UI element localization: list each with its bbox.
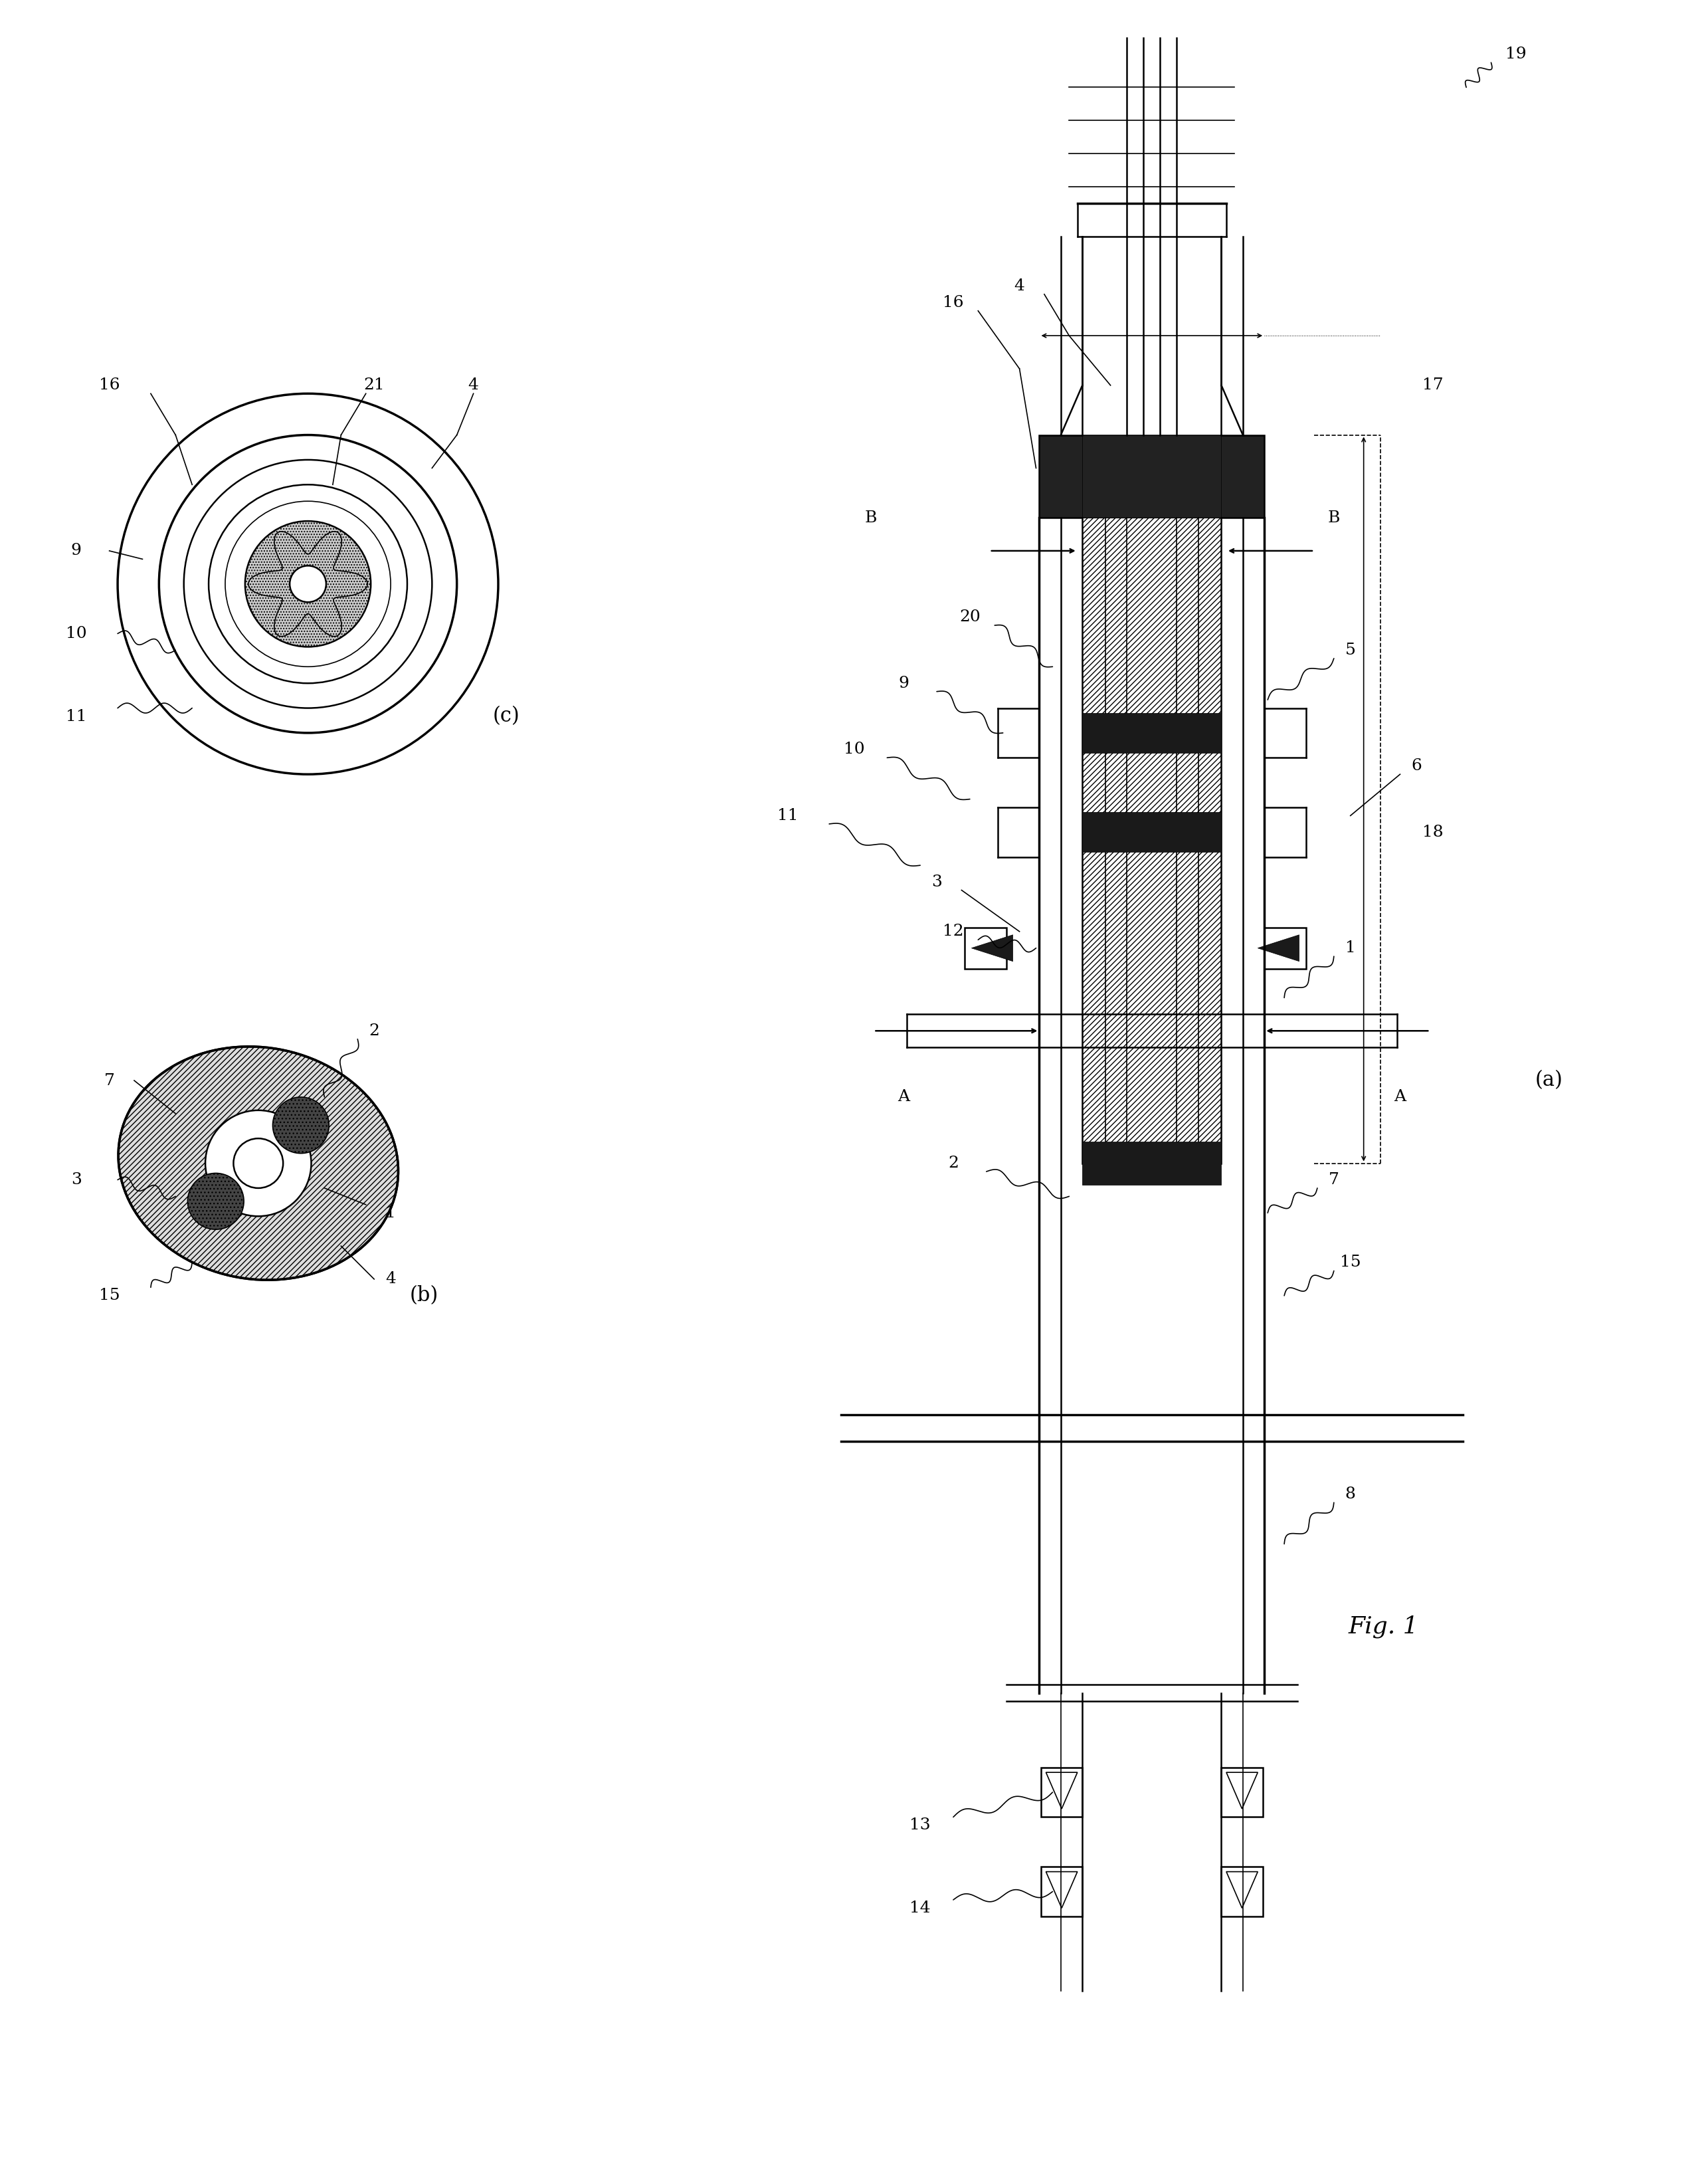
Polygon shape: [1264, 927, 1305, 968]
Text: 9: 9: [898, 676, 909, 692]
Text: 7: 7: [1329, 1171, 1339, 1186]
Polygon shape: [972, 936, 1013, 962]
Text: 7: 7: [104, 1072, 114, 1089]
Text: 4: 4: [386, 1271, 396, 1286]
Text: 17: 17: [1423, 378, 1443, 393]
Circle shape: [273, 1098, 330, 1154]
Text: 4: 4: [1015, 279, 1025, 294]
Text: A: A: [898, 1089, 910, 1104]
Text: 10: 10: [67, 627, 87, 642]
Text: 9: 9: [72, 542, 82, 558]
Text: 16: 16: [943, 294, 963, 311]
Polygon shape: [1226, 1772, 1257, 1809]
Text: 15: 15: [99, 1288, 120, 1303]
Text: B: B: [1327, 510, 1341, 525]
Text: B: B: [864, 510, 876, 525]
Text: 5: 5: [1346, 642, 1356, 657]
Polygon shape: [1083, 813, 1221, 851]
Text: 16: 16: [99, 378, 120, 393]
Polygon shape: [1083, 1141, 1221, 1184]
Text: 4: 4: [468, 378, 478, 393]
Circle shape: [205, 1111, 311, 1217]
Text: 11: 11: [777, 808, 798, 823]
Polygon shape: [1040, 434, 1264, 519]
Polygon shape: [1257, 936, 1300, 962]
Polygon shape: [1226, 1871, 1257, 1908]
Polygon shape: [1040, 1867, 1083, 1917]
Text: 3: 3: [931, 875, 943, 890]
Ellipse shape: [118, 1046, 398, 1279]
Text: 6: 6: [1411, 759, 1421, 774]
Text: 1: 1: [386, 1206, 396, 1221]
Polygon shape: [1083, 713, 1221, 752]
Text: 15: 15: [1339, 1256, 1361, 1271]
Text: 10: 10: [844, 741, 864, 756]
Polygon shape: [1083, 434, 1221, 519]
Text: 2: 2: [369, 1022, 379, 1039]
Text: 19: 19: [1505, 48, 1527, 63]
Circle shape: [244, 521, 371, 646]
Text: (b): (b): [410, 1286, 439, 1305]
Text: 13: 13: [910, 1817, 931, 1833]
Text: 18: 18: [1423, 826, 1443, 841]
Polygon shape: [965, 927, 1006, 968]
Polygon shape: [1083, 519, 1221, 1163]
Text: (c): (c): [494, 707, 519, 726]
Polygon shape: [1221, 1768, 1262, 1817]
Text: 21: 21: [364, 378, 384, 393]
Circle shape: [234, 1139, 284, 1189]
Text: A: A: [1394, 1089, 1406, 1104]
Text: Fig. 1: Fig. 1: [1348, 1614, 1419, 1638]
Polygon shape: [1040, 1768, 1083, 1817]
Polygon shape: [1045, 1871, 1078, 1908]
Text: 2: 2: [948, 1156, 958, 1171]
Text: 12: 12: [943, 925, 963, 940]
Text: 20: 20: [960, 609, 980, 625]
Text: 8: 8: [1346, 1487, 1356, 1502]
Text: 14: 14: [910, 1900, 931, 1917]
Polygon shape: [1045, 1772, 1078, 1809]
Text: (a): (a): [1535, 1070, 1563, 1091]
Circle shape: [188, 1173, 244, 1230]
Text: 3: 3: [72, 1171, 82, 1186]
Circle shape: [290, 566, 326, 603]
Polygon shape: [1221, 1867, 1262, 1917]
Text: 1: 1: [1346, 940, 1356, 955]
Text: 11: 11: [67, 709, 87, 724]
